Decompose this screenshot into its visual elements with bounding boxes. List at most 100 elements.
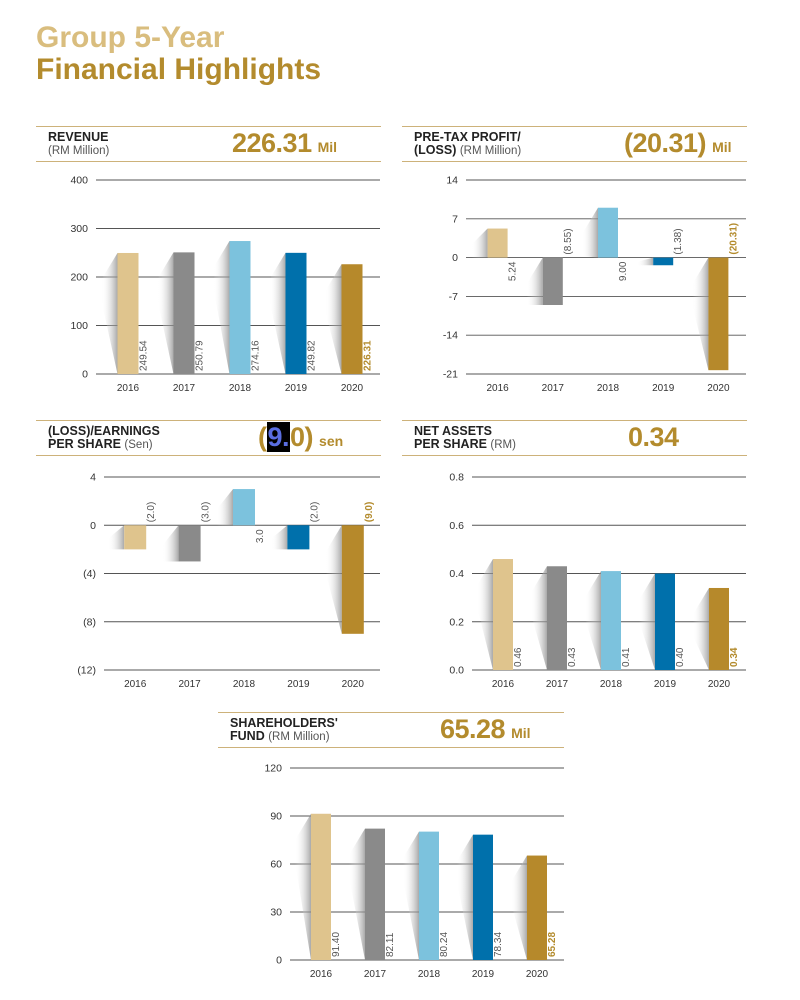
revenue-headline-value: 226.31 [232,128,312,158]
revenue-bar-shadow [157,252,174,374]
revenue-chart: 0 100 200 300 400 249.54 2016 250.79 2017 274.16 2… [70,175,380,394]
nav-bar-shadow [693,587,709,670]
nav-label: NET ASSETS PER SHARE (RM) [414,425,516,452]
shf-bar-shadow [295,813,311,960]
revenue-bar-shadow [101,252,118,374]
revenue-ytick-label: 0 [82,369,88,381]
eps-value-label: (2.0) [146,502,157,523]
eps-label-line1: (LOSS)/EARNINGS [48,424,160,438]
nav-category-label: 2019 [654,679,677,690]
eps-label-sub: (Sen) [124,439,153,451]
revenue-bar [173,252,195,374]
revenue-bar-shadow [325,264,342,374]
shf-label-sub: (RM Million) [268,731,330,743]
pbt-ytick-label: 14 [446,175,458,187]
pbt-bar-shadow [582,207,598,258]
pbt-value-label: 5.24 [508,261,519,281]
shf-value-label: 80.24 [439,932,450,957]
revenue-bar [117,252,139,374]
nav-chart: 0.0 0.2 0.4 0.6 0.8 0.46 2016 0.43 2017 0.41 2018 0… [449,472,746,690]
pbt-headline-unit: Mil [712,139,732,155]
nav-bar [601,571,621,670]
pbt-header: PRE-TAX PROFIT/ (LOSS) (RM Million) (20.… [402,126,747,162]
pbt-value-label: (1.38) [673,228,684,254]
eps-headline-unit: sen [319,433,344,449]
eps-category-label: 2017 [178,679,201,690]
eps-value-label: (3.0) [201,502,212,523]
pbt-value-label: (8.55) [563,228,574,254]
revenue-label: REVENUE (RM Million) [48,131,109,158]
eps-headline: (9.0) sen [258,422,343,453]
nav-bar [493,559,513,670]
revenue-category-label: 2020 [341,383,364,394]
revenue-bar [229,241,251,374]
revenue-headline-unit: Mil [317,139,338,155]
page-title-line2: Financial Highlights [36,53,322,87]
shf-value-label: 82.11 [385,932,396,957]
pbt-bar [653,257,674,266]
shf-category-label: 2018 [418,969,441,980]
eps-bar-shadow [325,525,342,634]
revenue-bar [341,264,363,374]
nav-value-label: 0.40 [675,647,686,667]
shf-panel: SHAREHOLDERS' FUND (RM Million) 65.28 Mil… [218,712,564,992]
shf-headline: 65.28 Mil [440,714,531,745]
eps-headline-open: ( [258,422,267,452]
nav-category-label: 2016 [492,679,515,690]
pbt-category-label: 2020 [707,383,730,394]
nav-bar-shadow [477,559,493,670]
shf-ytick-label: 30 [270,907,282,919]
shf-category-label: 2016 [310,969,333,980]
shf-label-line1: SHAREHOLDERS' [230,716,338,730]
page-title: Group 5-Year Financial Highlights [36,21,322,87]
eps-bar [341,525,364,634]
pbt-chart: -21 -14 -7 0 7 14 5.24 2016 (8.55) 2017 9.00 2018 (1… [443,175,746,394]
revenue-headline: 226.31 Mil [232,128,337,159]
revenue-category-label: 2019 [285,383,308,394]
nav-label-line2: PER SHARE [414,437,487,451]
nav-bar-shadow [585,571,601,670]
shf-bar [527,855,547,960]
shf-header: SHAREHOLDERS' FUND (RM Million) 65.28 Mil [218,712,564,748]
eps-panel: (LOSS)/EARNINGS PER SHARE (Sen) (9.0) sen… [36,420,381,692]
nav-header: NET ASSETS PER SHARE (RM) 0.34 [402,420,747,456]
eps-ytick-label: (8) [83,616,96,628]
page-title-line1: Group 5-Year [36,21,225,54]
pbt-value-label: 9.00 [618,261,629,281]
revenue-value-label: 249.82 [307,340,318,371]
revenue-category-label: 2018 [229,383,252,394]
nav-ytick-label: 0.6 [449,520,464,532]
shf-label-line2: FUND [230,729,265,743]
revenue-bar-shadow [269,252,286,374]
pbt-category-label: 2019 [652,383,675,394]
pbt-headline: (20.31) Mil [624,128,732,159]
nav-ytick-label: 0.0 [449,665,464,677]
eps-header: (LOSS)/EARNINGS PER SHARE (Sen) (9.0) sen [36,420,381,456]
eps-ytick-label: (4) [83,568,96,580]
shf-ytick-label: 120 [264,763,282,775]
eps-category-label: 2019 [287,679,310,690]
revenue-value-label: 249.54 [139,340,150,371]
eps-category-label: 2018 [233,679,256,690]
eps-bar-shadow [108,525,125,550]
nav-ytick-label: 0.4 [449,568,464,580]
pbt-bar [487,228,508,258]
eps-value-label: 3.0 [255,529,266,543]
shf-bar-shadow [403,831,419,960]
shf-headline-unit: Mil [511,725,531,741]
revenue-category-label: 2017 [173,383,196,394]
shf-category-label: 2020 [526,969,549,980]
pbt-category-label: 2017 [542,383,565,394]
pbt-bar-shadow [471,228,488,258]
revenue-value-label: 226.31 [363,340,374,371]
revenue-panel: REVENUE (RM Million) 226.31 Mil 0 100 200 30… [36,126,381,406]
eps-category-label: 2020 [342,679,365,690]
nav-label-sub: (RM) [490,439,516,451]
revenue-bar-shadow [213,241,230,374]
pbt-bar [598,207,618,258]
revenue-label-sub: (RM Million) [48,145,110,157]
shf-bar [311,813,331,960]
shf-ytick-label: 0 [276,955,282,967]
nav-panel: NET ASSETS PER SHARE (RM) 0.34 0.0 0.2 0.4… [402,420,747,692]
eps-label: (LOSS)/EARNINGS PER SHARE (Sen) [48,425,160,452]
